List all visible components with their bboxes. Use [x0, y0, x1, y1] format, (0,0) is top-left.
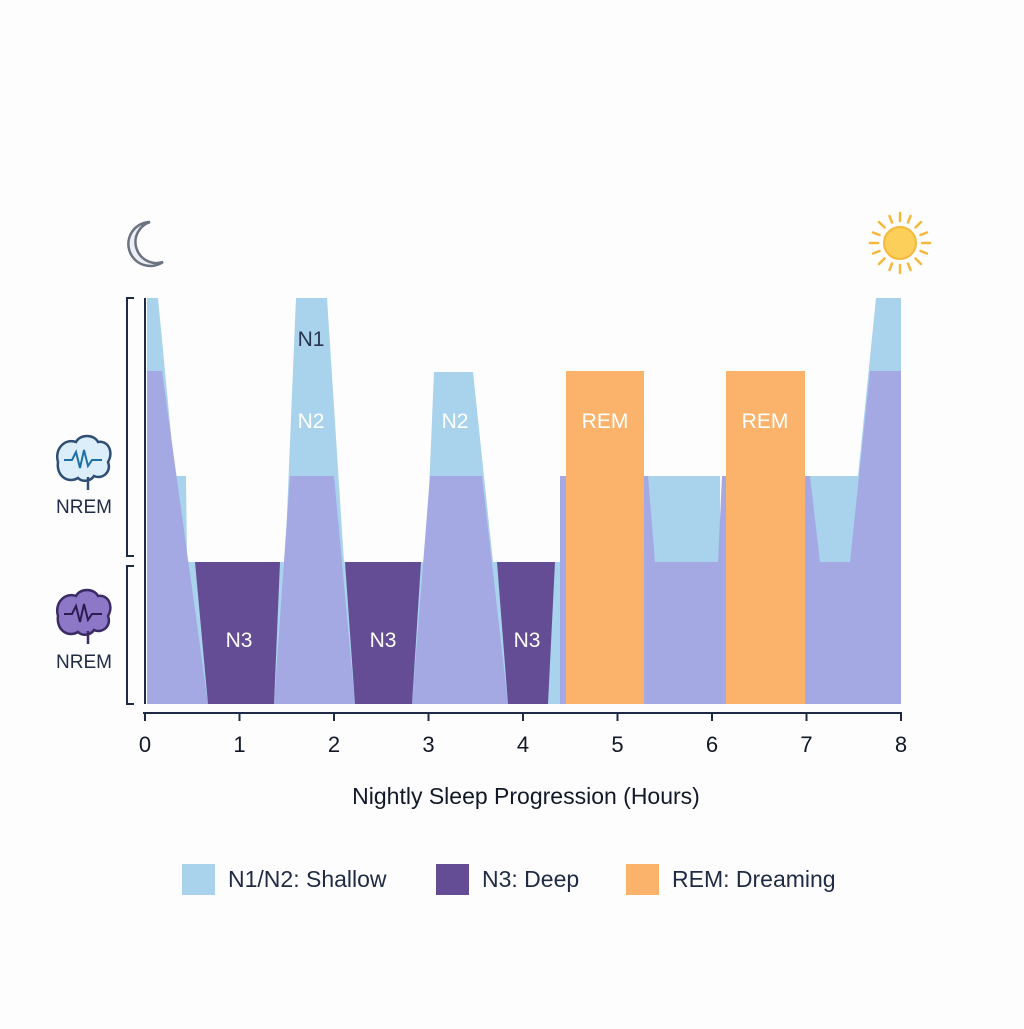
legend-label-shallow: N1/N2: Shallow — [228, 866, 387, 892]
legend: N1/N2: Shallow N3: Deep REM: Dreaming — [182, 864, 836, 895]
x-axis-title: Nightly Sleep Progression (Hours) — [352, 783, 700, 809]
legend-label-rem: REM: Dreaming — [672, 866, 836, 892]
stage-label-n2: N2 — [442, 410, 469, 433]
brain-wave-icon — [55, 588, 112, 644]
legend-swatch-rem — [626, 864, 659, 895]
x-axis-ticks: 0 1 2 3 4 5 6 7 8 — [139, 713, 907, 757]
segment-label-n3: N3 — [514, 629, 541, 652]
sun-icon — [868, 211, 932, 275]
rem-segment — [566, 371, 644, 704]
x-tick-label: 3 — [422, 732, 434, 757]
moon-icon — [127, 220, 164, 268]
x-tick-label: 1 — [233, 732, 245, 757]
rem-segment — [726, 371, 805, 704]
legend-swatch-shallow — [182, 864, 215, 895]
base-sleep-area — [147, 371, 901, 704]
rem-segments — [566, 371, 805, 704]
n3-segment — [497, 562, 555, 704]
stage-label-n1: N1 — [298, 328, 325, 351]
n3-segments — [195, 562, 555, 704]
x-tick-label: 0 — [139, 732, 151, 757]
n3-segment — [345, 562, 421, 704]
y-bracket-lower — [126, 565, 134, 705]
legend-label-deep: N3: Deep — [482, 866, 579, 892]
x-tick-label: 7 — [800, 732, 812, 757]
segment-label-rem: REM — [582, 410, 629, 433]
x-tick-label: 4 — [517, 732, 529, 757]
segment-label-n3: N3 — [370, 629, 397, 652]
segment-label-n3: N3 — [226, 629, 253, 652]
y-group-label: NREM — [56, 652, 112, 673]
x-tick-label: 8 — [895, 732, 907, 757]
legend-swatch-deep — [436, 864, 469, 895]
y-bracket-upper — [126, 297, 134, 557]
segment-label-rem: REM — [742, 410, 789, 433]
x-tick-label: 5 — [611, 732, 623, 757]
brain-wave-icon — [55, 434, 112, 490]
n3-segment — [195, 562, 280, 704]
x-tick-label: 6 — [706, 732, 718, 757]
stage-label-n2: N2 — [298, 410, 325, 433]
y-group-label: NREM — [56, 497, 112, 518]
x-tick-label: 2 — [328, 732, 340, 757]
